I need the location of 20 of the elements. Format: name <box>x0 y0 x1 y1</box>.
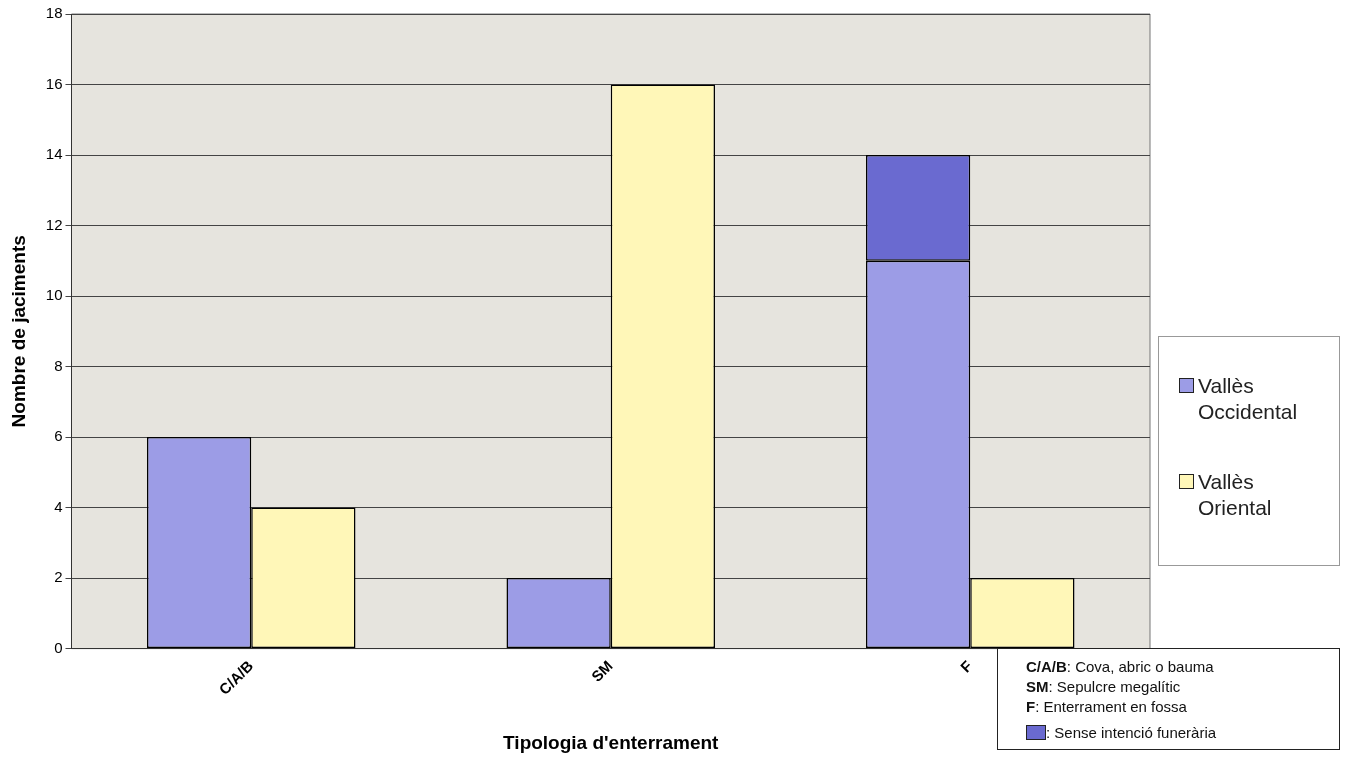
legend-label: Vallès Oriental <box>1198 469 1273 521</box>
y-tick-label: 8 <box>54 356 63 374</box>
legend-label: Vallès Occidental <box>1198 373 1299 425</box>
text: SM: Sepulcre megalític <box>1026 677 1182 697</box>
x-tick-label: F <box>956 656 976 676</box>
y-tick-label: 10 <box>45 286 63 304</box>
y-tick-label: 14 <box>45 145 63 163</box>
y-tick-label: 16 <box>45 74 63 92</box>
legend-label: : Sense intenció funerària <box>1045 723 1218 743</box>
y-tick-label: 0 <box>54 638 63 656</box>
y-tick-label: 12 <box>45 215 63 233</box>
y-tick-label: 2 <box>54 568 63 586</box>
y-tick-label: 6 <box>54 427 63 445</box>
x-tick-label: SM <box>587 656 616 685</box>
y-tick-label: 4 <box>54 497 63 515</box>
x-axis-title: Tipologia d'enterrament <box>503 731 720 753</box>
y-tick-label: 18 <box>45 4 63 22</box>
text: C/A/B: Cova, abric o bauma <box>1026 657 1215 677</box>
text: F: Enterrament en fossa <box>1026 697 1188 717</box>
y-axis-title: Nombre de jaciments <box>7 235 29 428</box>
